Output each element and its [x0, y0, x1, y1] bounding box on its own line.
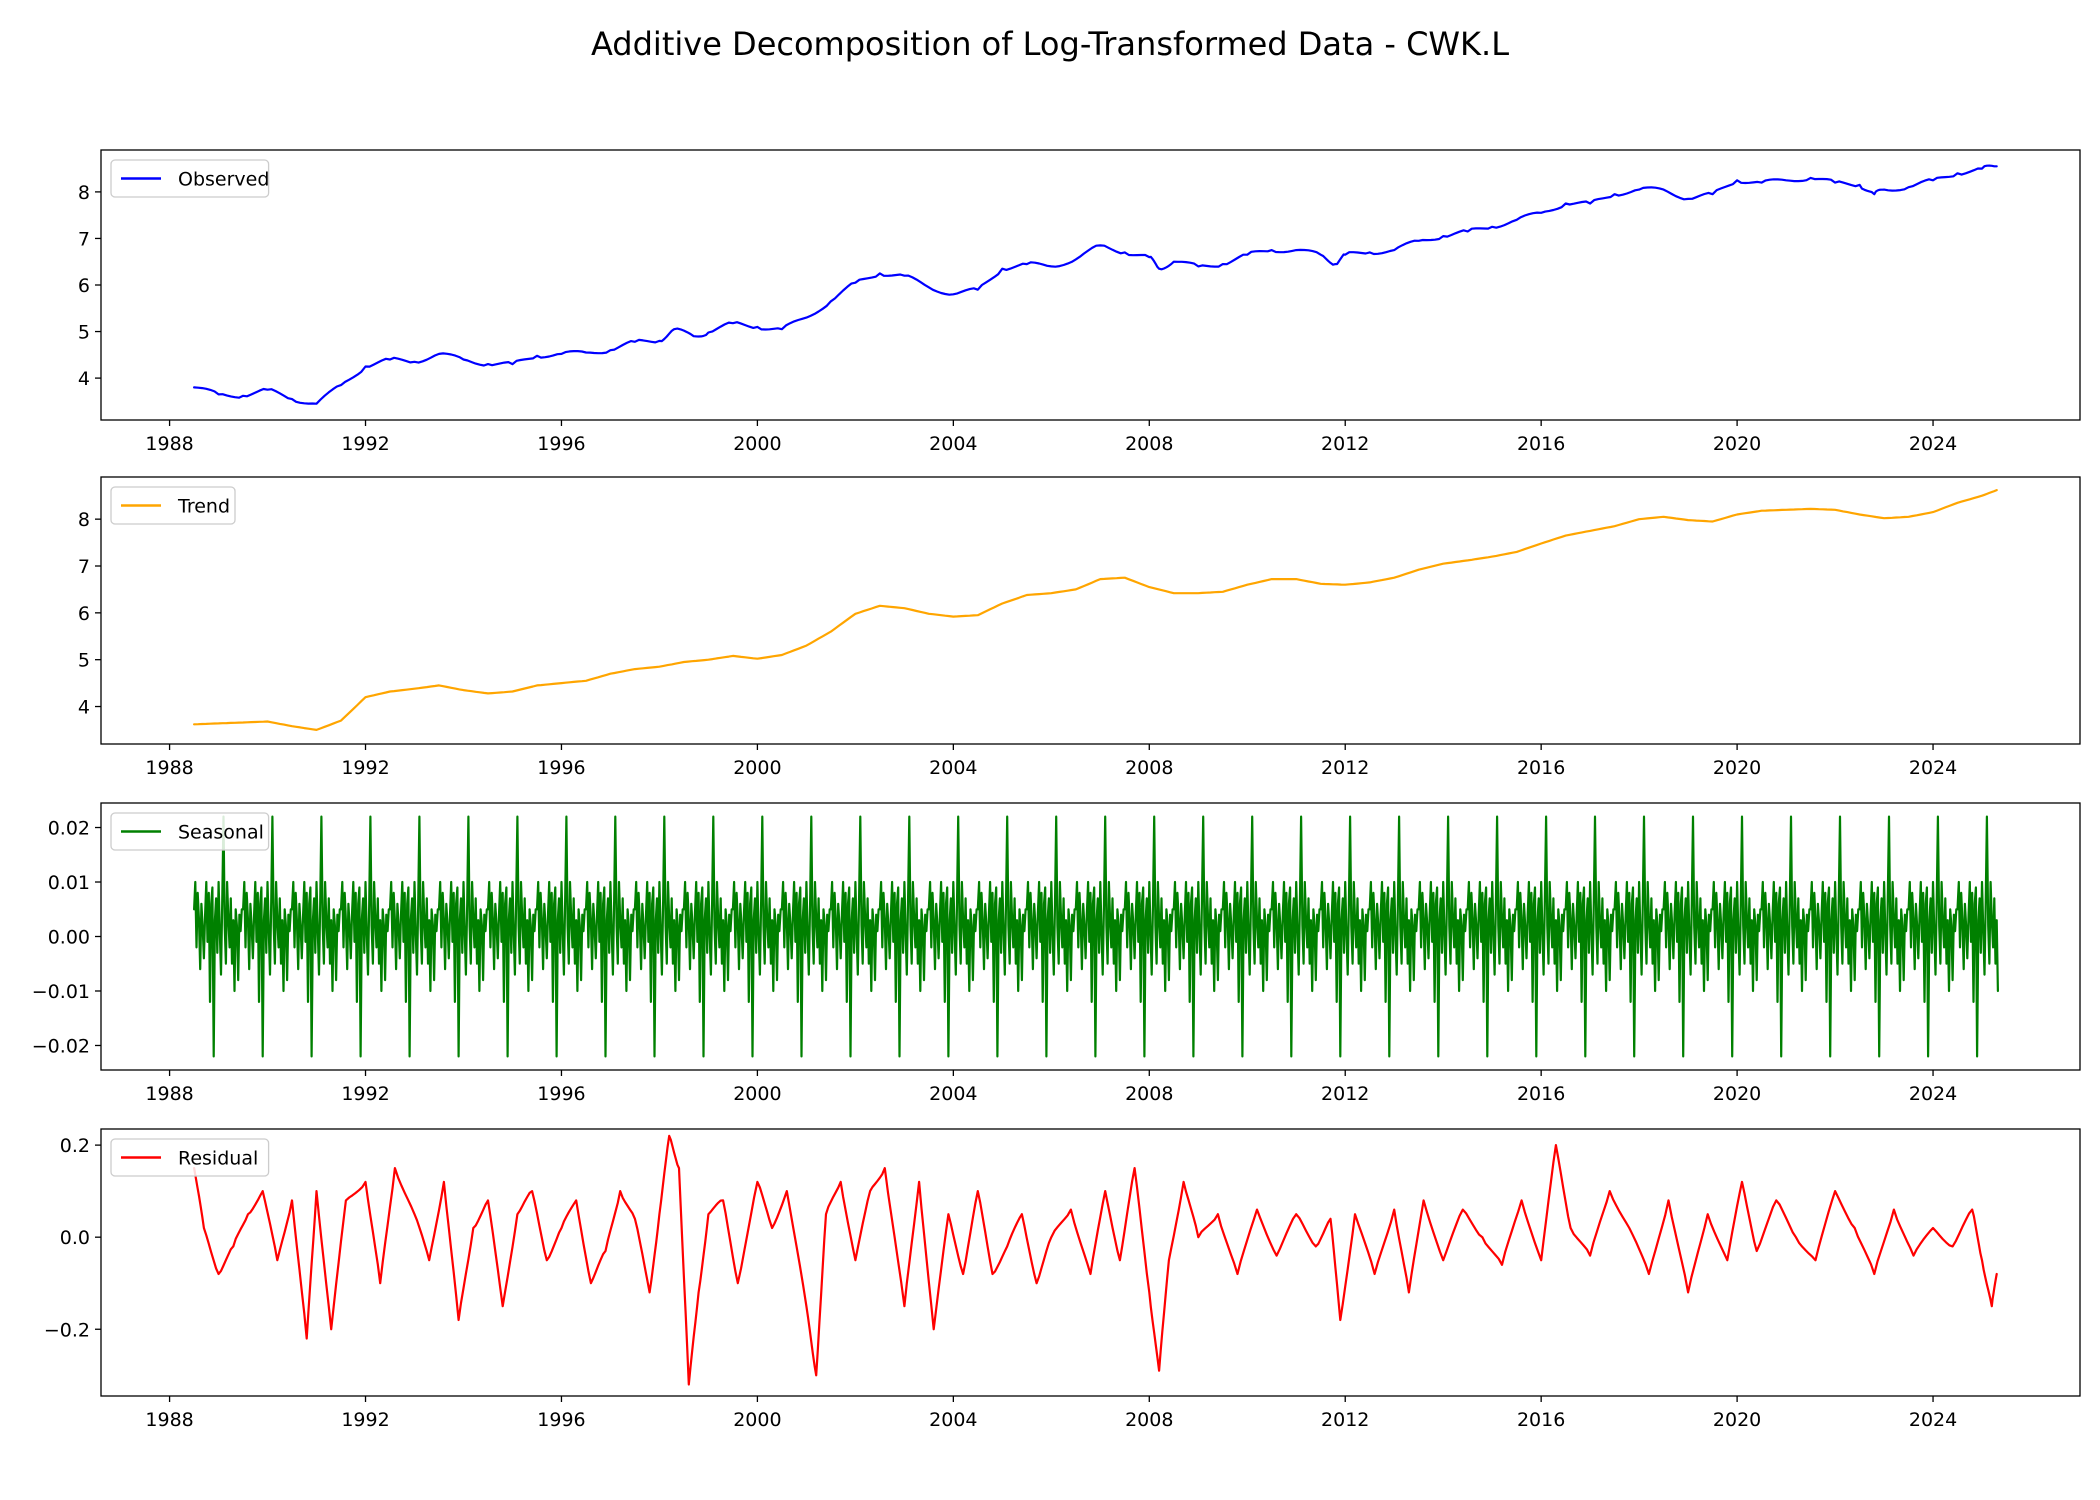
x-tick-label: 1992 [341, 433, 389, 455]
y-tick-label: 8 [78, 509, 90, 531]
x-tick-label: 1988 [145, 757, 193, 779]
x-tick-label: 2016 [1517, 1083, 1565, 1105]
panel-observed: 4 5 6 7 8 1988 1992 1996 2000 2004 2008 2012 2016 202… [78, 149, 2081, 455]
axes-frame [100, 149, 2081, 421]
legend-label: Trend [177, 496, 230, 518]
x-tick-label: 1996 [537, 1409, 585, 1431]
x-tick-label: 2004 [929, 1409, 977, 1431]
axes-frame [100, 476, 2081, 745]
x-tick-label: 2000 [733, 1083, 781, 1105]
panel-trend: 4 5 6 7 8 1988 1992 1996 2000 2004 2008 2012 2016 202… [78, 476, 2081, 779]
x-tick-label: 2016 [1517, 1409, 1565, 1431]
y-tick-label: −0.01 [32, 981, 90, 1003]
x-tick-label: 2016 [1517, 757, 1565, 779]
x-tick-label: 2004 [929, 433, 977, 455]
y-tick-label: 0.0 [60, 1227, 90, 1249]
x-tick-label: 2024 [1909, 1083, 1957, 1105]
y-tick-label: 5 [78, 322, 90, 344]
x-tick-label: 2012 [1321, 757, 1369, 779]
x-tick-label: 1992 [341, 1409, 389, 1431]
x-tick-label: 1988 [145, 1083, 193, 1105]
series-line-residual [193, 1134, 1998, 1386]
x-tick-label: 2012 [1321, 1409, 1369, 1431]
x-tick-label: 2000 [733, 433, 781, 455]
series-line-seasonal [193, 815, 1999, 1058]
x-tick-label: 2020 [1713, 433, 1761, 455]
legend: Observed [110, 159, 270, 198]
y-tick-label: 7 [78, 228, 90, 250]
x-tick-label: 1996 [537, 1083, 585, 1105]
y-tick-label: 4 [78, 697, 90, 719]
x-tick-label: 1988 [145, 433, 193, 455]
legend-box [110, 812, 270, 851]
y-tick-label: −0.2 [44, 1319, 90, 1341]
y-tick-label: 0.00 [48, 927, 90, 949]
y-tick-label: −0.02 [32, 1035, 90, 1057]
legend-label: Seasonal [178, 822, 264, 844]
y-tick-label: 6 [78, 275, 90, 297]
x-tick-label: 2024 [1909, 1409, 1957, 1431]
x-tick-label: 1992 [341, 1083, 389, 1105]
x-tick-label: 2020 [1713, 1083, 1761, 1105]
y-tick-label: 0.01 [48, 872, 90, 894]
x-tick-label: 2004 [929, 757, 977, 779]
x-tick-label: 2016 [1517, 433, 1565, 455]
x-tick-label: 2008 [1125, 757, 1173, 779]
x-tick-label: 1992 [341, 757, 389, 779]
x-tick-label: 2024 [1909, 433, 1957, 455]
x-tick-label: 2000 [733, 757, 781, 779]
x-tick-label: 2024 [1909, 757, 1957, 779]
x-tick-label: 2008 [1125, 433, 1173, 455]
legend-box [110, 159, 270, 198]
y-tick-label: 5 [78, 650, 90, 672]
legend: Residual [110, 1138, 270, 1177]
x-tick-label: 2004 [929, 1083, 977, 1105]
x-tick-label: 1996 [537, 433, 585, 455]
x-tick-label: 2000 [733, 1409, 781, 1431]
panel-seasonal: 0.02 0.01 0.00 −0.01 −0.02 1988 1992 1996 2000 20… [32, 802, 2081, 1105]
x-tick-label: 2012 [1321, 433, 1369, 455]
legend-label: Residual [178, 1148, 258, 1170]
y-tick-label: 4 [78, 368, 90, 390]
subplot-panels: 4 5 6 7 8 1988 1992 1996 2000 2004 2008 2012 2016 202… [32, 149, 2081, 1431]
legend: Trend [110, 486, 236, 525]
panel-residual: 0.2 0.0 −0.2 1988 1992 1996 2000 2004 2008 2012 20… [44, 1128, 2081, 1431]
legend-label: Observed [178, 169, 269, 191]
x-tick-label: 1988 [145, 1409, 193, 1431]
x-tick-label: 2008 [1125, 1083, 1173, 1105]
x-tick-label: 1996 [537, 757, 585, 779]
y-tick-label: 6 [78, 603, 90, 625]
series-line-observed [193, 164, 1998, 405]
y-tick-label: 0.2 [60, 1135, 90, 1157]
y-tick-label: 0.02 [48, 818, 90, 840]
y-tick-label: 8 [78, 182, 90, 204]
x-tick-label: 2020 [1713, 1409, 1761, 1431]
y-tick-label: 7 [78, 556, 90, 578]
x-tick-label: 2012 [1321, 1083, 1369, 1105]
legend-box [110, 1138, 270, 1177]
figure-title: Additive Decomposition of Log-Transforme… [591, 25, 1509, 63]
series-line-trend [193, 489, 1998, 731]
x-tick-label: 2020 [1713, 757, 1761, 779]
legend-box [110, 486, 236, 525]
x-tick-label: 2008 [1125, 1409, 1173, 1431]
legend: Seasonal [110, 812, 270, 851]
axes-frame [100, 1128, 2081, 1397]
